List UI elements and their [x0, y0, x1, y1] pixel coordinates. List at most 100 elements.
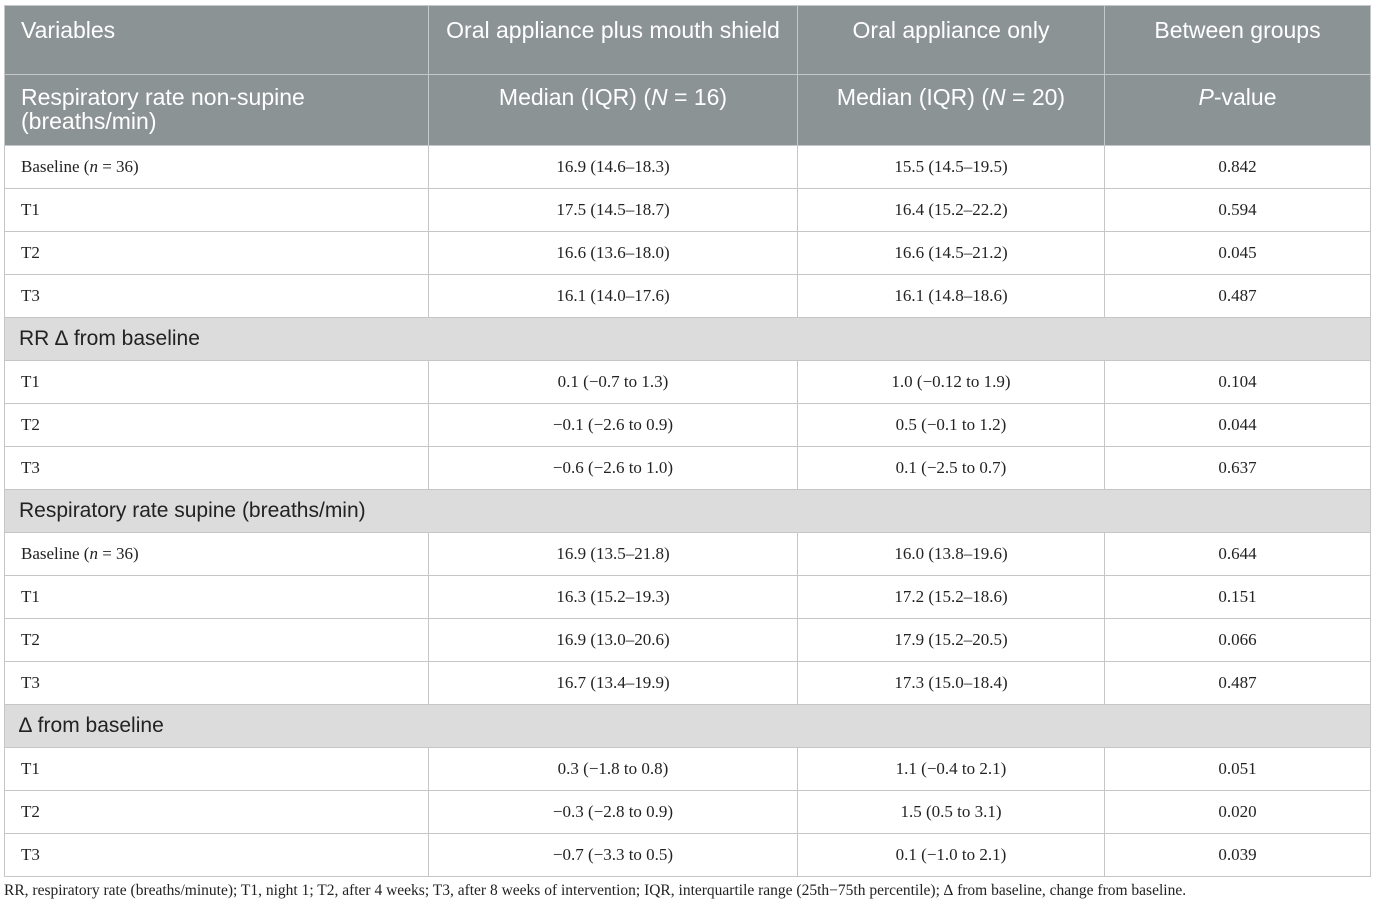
col-header-oral-appliance-only: Oral appliance only	[797, 5, 1105, 75]
results-table: Variables Oral appliance plus mouth shie…	[4, 5, 1371, 877]
section-title: Respiratory rate supine (breaths/min)	[4, 489, 1371, 533]
row-label: T1	[4, 575, 429, 619]
table-row: T1 17.5 (14.5–18.7) 16.4 (15.2–22.2) 0.5…	[4, 188, 1371, 232]
subheader-group1-stat: Median (IQR) (N = 16)	[428, 74, 798, 146]
col-header-oral-appliance-plus-mouth-shield: Oral appliance plus mouth shield	[428, 5, 798, 75]
subheader-p-value: P-value	[1104, 74, 1371, 146]
row-label-text: Baseline (	[21, 157, 90, 176]
table-footnote: RR, respiratory rate (breaths/minute); T…	[4, 882, 1187, 899]
cell-p-value: 0.045	[1104, 231, 1371, 275]
subheader-group2-stat: Median (IQR) (N = 20)	[797, 74, 1105, 146]
row-label-count: = 36)	[97, 157, 139, 176]
table-row: T2 16.9 (13.0–20.6) 17.9 (15.2–20.5) 0.0…	[4, 618, 1371, 662]
row-label: T2	[4, 618, 429, 662]
cell-p-value: 0.051	[1104, 747, 1371, 791]
subheader-group2-text: Median (IQR) (	[836, 84, 989, 110]
cell-group2: 0.5 (−0.1 to 1.2)	[797, 403, 1105, 447]
cell-group1: 16.7 (13.4–19.9)	[428, 661, 798, 705]
cell-p-value: 0.487	[1104, 661, 1371, 705]
table-row: T3 16.7 (13.4–19.9) 17.3 (15.0–18.4) 0.4…	[4, 661, 1371, 705]
table-row: T3 16.1 (14.0–17.6) 16.1 (14.8–18.6) 0.4…	[4, 274, 1371, 318]
cell-group2: 0.1 (−1.0 to 2.1)	[797, 833, 1105, 877]
row-label: T1	[4, 188, 429, 232]
row-label-text: Baseline (	[21, 544, 90, 563]
cell-group2: 0.1 (−2.5 to 0.7)	[797, 446, 1105, 490]
header-row: Variables Oral appliance plus mouth shie…	[4, 5, 1371, 75]
table-row: T2 −0.1 (−2.6 to 0.9) 0.5 (−0.1 to 1.2) …	[4, 403, 1371, 447]
cell-group1: 16.9 (13.0–20.6)	[428, 618, 798, 662]
row-label: T3	[4, 833, 429, 877]
cell-group1: −0.1 (−2.6 to 0.9)	[428, 403, 798, 447]
row-label: T3	[4, 661, 429, 705]
subheader-group2-count: = 20)	[1005, 84, 1066, 110]
row-label: T1	[4, 360, 429, 404]
subheader-p-suffix: -value	[1213, 84, 1277, 110]
cell-group1: 16.1 (14.0–17.6)	[428, 274, 798, 318]
col-header-variables: Variables	[4, 5, 429, 75]
cell-group2: 1.5 (0.5 to 3.1)	[797, 790, 1105, 834]
table-row: T3 −0.7 (−3.3 to 0.5) 0.1 (−1.0 to 2.1) …	[4, 833, 1371, 877]
subheader-row: Respiratory rate non-supine (breaths/min…	[4, 74, 1371, 146]
cell-group2: 17.3 (15.0–18.4)	[797, 661, 1105, 705]
cell-group1: 16.9 (14.6–18.3)	[428, 145, 798, 189]
row-label: T3	[4, 446, 429, 490]
cell-p-value: 0.594	[1104, 188, 1371, 232]
row-label: T2	[4, 231, 429, 275]
subheader-group1-text: Median (IQR) (	[498, 84, 651, 110]
subheader-group1-n-symbol: N	[651, 84, 668, 110]
table-row: T2 −0.3 (−2.8 to 0.9) 1.5 (0.5 to 3.1) 0…	[4, 790, 1371, 834]
cell-p-value: 0.637	[1104, 446, 1371, 490]
cell-group1: 16.6 (13.6–18.0)	[428, 231, 798, 275]
section-row-supine-delta: ∆ from baseline	[4, 704, 1371, 748]
col-header-between-groups: Between groups	[1104, 5, 1371, 75]
section-title: RR ∆ from baseline	[4, 317, 1371, 361]
cell-group1: −0.6 (−2.6 to 1.0)	[428, 446, 798, 490]
cell-p-value: 0.039	[1104, 833, 1371, 877]
cell-group1: −0.7 (−3.3 to 0.5)	[428, 833, 798, 877]
cell-p-value: 0.842	[1104, 145, 1371, 189]
cell-group2: 1.0 (−0.12 to 1.9)	[797, 360, 1105, 404]
row-label-n-symbol: n	[89, 544, 98, 563]
row-label-count: = 36)	[97, 544, 139, 563]
cell-group1: −0.3 (−2.8 to 0.9)	[428, 790, 798, 834]
row-label: Baseline (n = 36)	[4, 532, 429, 576]
cell-group2: 1.1 (−0.4 to 2.1)	[797, 747, 1105, 791]
cell-group1: 0.1 (−0.7 to 1.3)	[428, 360, 798, 404]
cell-p-value: 0.066	[1104, 618, 1371, 662]
table-row: Baseline (n = 36) 16.9 (14.6–18.3) 15.5 …	[4, 145, 1371, 189]
cell-group2: 16.4 (15.2–22.2)	[797, 188, 1105, 232]
row-label: T1	[4, 747, 429, 791]
cell-group2: 16.0 (13.8–19.6)	[797, 532, 1105, 576]
row-label: Baseline (n = 36)	[4, 145, 429, 189]
table-row: Baseline (n = 36) 16.9 (13.5–21.8) 16.0 …	[4, 532, 1371, 576]
cell-group1: 0.3 (−1.8 to 0.8)	[428, 747, 798, 791]
cell-group1: 16.3 (15.2–19.3)	[428, 575, 798, 619]
cell-p-value: 0.104	[1104, 360, 1371, 404]
cell-group2: 16.6 (14.5–21.2)	[797, 231, 1105, 275]
section-title: ∆ from baseline	[4, 704, 1371, 748]
row-label-n-symbol: n	[89, 157, 98, 176]
subheader-p-symbol: P	[1198, 84, 1214, 110]
cell-group2: 17.9 (15.2–20.5)	[797, 618, 1105, 662]
cell-p-value: 0.151	[1104, 575, 1371, 619]
section-row-supine: Respiratory rate supine (breaths/min)	[4, 489, 1371, 533]
table-row: T1 16.3 (15.2–19.3) 17.2 (15.2–18.6) 0.1…	[4, 575, 1371, 619]
subheader-group1-count: = 16)	[667, 84, 728, 110]
row-label: T2	[4, 403, 429, 447]
cell-p-value: 0.020	[1104, 790, 1371, 834]
cell-group1: 17.5 (14.5–18.7)	[428, 188, 798, 232]
section-row-rr-delta: RR ∆ from baseline	[4, 317, 1371, 361]
cell-group2: 17.2 (15.2–18.6)	[797, 575, 1105, 619]
cell-group2: 15.5 (14.5–19.5)	[797, 145, 1105, 189]
subheader-variable: Respiratory rate non-supine (breaths/min…	[4, 74, 429, 146]
subheader-group2-n-symbol: N	[989, 84, 1006, 110]
cell-p-value: 0.487	[1104, 274, 1371, 318]
table-row: T2 16.6 (13.6–18.0) 16.6 (14.5–21.2) 0.0…	[4, 231, 1371, 275]
table-row: T3 −0.6 (−2.6 to 1.0) 0.1 (−2.5 to 0.7) …	[4, 446, 1371, 490]
cell-group1: 16.9 (13.5–21.8)	[428, 532, 798, 576]
row-label: T3	[4, 274, 429, 318]
row-label: T2	[4, 790, 429, 834]
cell-p-value: 0.044	[1104, 403, 1371, 447]
table-row: T1 0.3 (−1.8 to 0.8) 1.1 (−0.4 to 2.1) 0…	[4, 747, 1371, 791]
cell-p-value: 0.644	[1104, 532, 1371, 576]
